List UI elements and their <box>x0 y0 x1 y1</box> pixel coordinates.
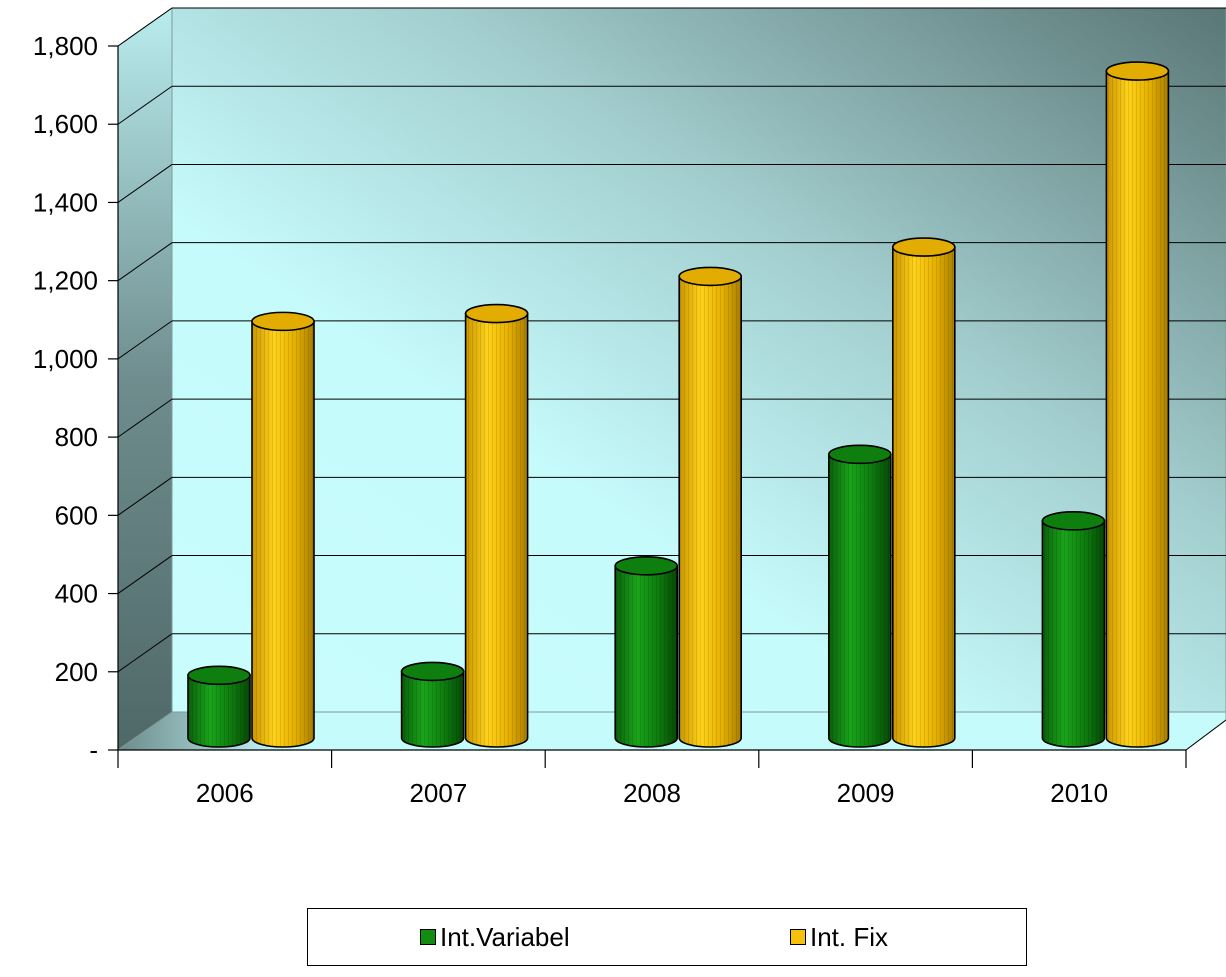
legend-label-int-fix: Int. Fix <box>810 921 889 952</box>
x-tick-label: 2006 <box>196 778 254 808</box>
bar-top <box>1041 511 1106 531</box>
bar-texture <box>892 247 955 748</box>
bar-int-variabel-2006 <box>187 665 251 748</box>
gridline-side <box>117 476 173 516</box>
bar-top <box>1105 61 1170 81</box>
bar-int--fix-2010 <box>1105 61 1170 748</box>
bar-int-variabel-2009 <box>827 444 892 748</box>
x-tick-label: 2008 <box>623 778 681 808</box>
axes <box>108 45 1226 768</box>
gridline-side <box>117 555 173 594</box>
legend-label-int-variabel: Int.Variabel <box>440 921 570 952</box>
y-tick-label: - <box>89 735 98 765</box>
legend-item-int-variabel: Int.Variabel <box>420 909 570 965</box>
floor-edge <box>1185 719 1226 751</box>
bar-top <box>187 665 251 686</box>
y-tick-label: 800 <box>55 422 98 452</box>
y-tick-label: 1,200 <box>33 266 98 296</box>
legend: Int.Variabel Int. Fix <box>307 908 1027 966</box>
gridline-side <box>117 164 173 203</box>
bars <box>187 61 1170 748</box>
gridline-side <box>117 320 173 360</box>
bar-int--fix-2006 <box>251 311 315 748</box>
bar-top <box>827 444 892 465</box>
gridline-side <box>117 242 173 282</box>
y-tick-labels: - 200 400 600 800 1,000 1,200 1,400 1,600 1,800 <box>33 31 98 765</box>
y-tick-label: 1,000 <box>33 344 98 374</box>
legend-swatch-int-fix <box>790 929 806 945</box>
legend-swatch-int-variabel <box>420 929 436 945</box>
gridline-side <box>117 633 173 673</box>
x-tick-label: 2007 <box>409 778 467 808</box>
legend-item-int-fix: Int. Fix <box>790 909 888 965</box>
y-tick-label: 1,800 <box>33 31 98 61</box>
y-tick-label: 1,600 <box>33 109 98 139</box>
bar-texture <box>679 276 742 747</box>
gridline-side <box>117 398 173 438</box>
bar-top <box>400 661 465 682</box>
bar-top <box>678 266 743 287</box>
bar-int--fix-2009 <box>891 237 956 748</box>
y-tick-label: 1,400 <box>33 187 98 217</box>
y-tick-label: 400 <box>55 579 98 609</box>
bar-texture <box>465 313 528 747</box>
gridline-side <box>117 7 173 47</box>
bar-texture <box>828 454 891 747</box>
bar-top <box>251 311 315 332</box>
bar-texture <box>188 675 250 747</box>
bar-int-variabel-2010 <box>1041 511 1106 748</box>
x-tick-label: 2010 <box>1050 778 1108 808</box>
x-tick-label: 2009 <box>837 778 895 808</box>
bar-texture <box>401 671 464 747</box>
y-tick-label: 600 <box>55 500 98 530</box>
bar-texture <box>615 565 678 747</box>
bar-int--fix-2007 <box>464 303 529 748</box>
bar-top <box>464 303 529 324</box>
x-tick-labels: 2006 2007 2008 2009 2010 <box>196 778 1108 808</box>
bar-int--fix-2008 <box>678 266 743 748</box>
bar-top <box>891 237 956 257</box>
bar-top <box>614 556 679 576</box>
bar-int-variabel-2008 <box>614 556 679 748</box>
bar-texture <box>1042 520 1105 747</box>
y-tick-label: 200 <box>55 657 98 687</box>
left-wall <box>117 7 173 751</box>
gridline-side <box>117 85 173 125</box>
bar-int-variabel-2007 <box>400 661 465 748</box>
bar-texture <box>1106 71 1169 748</box>
bar-texture <box>252 321 314 747</box>
